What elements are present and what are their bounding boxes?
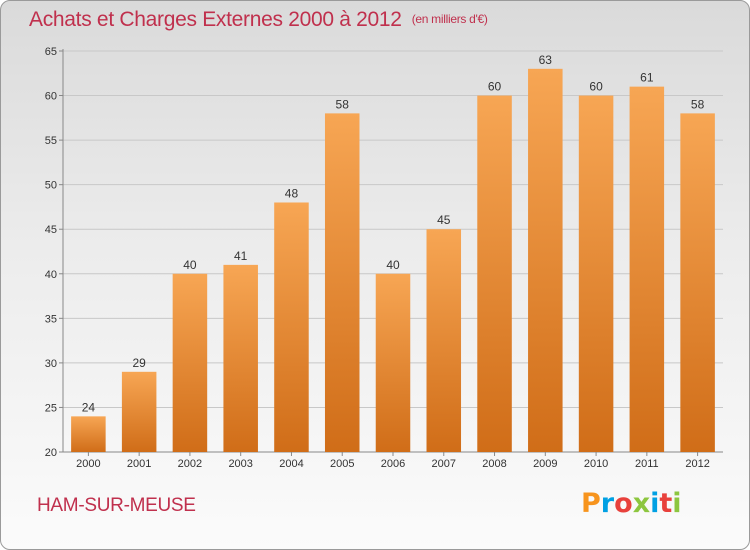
x-tick-label-2012: 2012 [685, 458, 709, 470]
x-tick-label-2002: 2002 [178, 458, 202, 470]
y-tick-label: 30 [45, 358, 57, 370]
bar-2010 [578, 95, 614, 452]
bar-2002 [172, 273, 208, 452]
y-tick-label: 40 [45, 269, 57, 281]
bars [71, 68, 715, 452]
proxiti-logo: Proxiti [581, 488, 691, 524]
bar-2001 [121, 371, 157, 452]
bar-2000 [71, 416, 106, 452]
x-tick-label-2005: 2005 [330, 458, 354, 470]
data-label-2010: 60 [589, 80, 603, 94]
data-label-2007: 45 [437, 213, 451, 227]
y-tick-label: 50 [45, 180, 57, 192]
bar-2003 [223, 264, 258, 452]
y-tick-label: 55 [45, 135, 57, 147]
logo-letter: i [672, 488, 682, 519]
chart-unit-label: (en milliers d'€) [411, 12, 488, 26]
logo-letter: i [650, 488, 660, 519]
x-tick-label-2007: 2007 [432, 458, 456, 470]
chart-title-text: Achats et Charges Externes 2000 à 2012 [29, 8, 402, 31]
x-tick-label-2008: 2008 [482, 458, 506, 470]
logo-letter: r [600, 488, 615, 519]
x-tick-label-2011: 2011 [635, 458, 659, 470]
commune-name: HAM-SUR-MEUSE [37, 495, 196, 516]
y-tick-label: 25 [45, 402, 57, 414]
data-label-2006: 40 [386, 258, 400, 272]
data-label-2003: 41 [234, 249, 248, 263]
data-labels: 24 29 40 41 48 58 40 45 60 63 60 61 58 [82, 53, 705, 415]
x-tick-label-2003: 2003 [228, 458, 252, 470]
data-label-2005: 58 [336, 97, 350, 111]
bar-2011 [629, 86, 665, 452]
data-label-2012: 58 [691, 97, 705, 111]
bar-2005 [324, 113, 360, 452]
logo-letter: P [581, 488, 601, 519]
y-tick-label: 20 [45, 447, 57, 459]
data-label-2000: 24 [82, 400, 96, 414]
data-label-2001: 29 [132, 356, 146, 370]
chart-title: Achats et Charges Externes 2000 à 2012 (e… [29, 8, 488, 32]
bar-2007 [426, 229, 462, 452]
x-tick-label-2004: 2004 [279, 458, 303, 470]
bar-2004 [274, 202, 309, 452]
logo-letter: x [632, 488, 651, 519]
bar-2006 [375, 273, 411, 452]
data-label-2002: 40 [183, 258, 197, 272]
bar-2009 [528, 68, 563, 452]
x-tick-label-2000: 2000 [76, 458, 100, 470]
data-label-2011: 61 [640, 71, 654, 85]
x-tick-label-2006: 2006 [381, 458, 405, 470]
bar-2008 [477, 95, 512, 452]
x-tick-label-2009: 2009 [533, 458, 557, 470]
data-label-2004: 48 [285, 186, 299, 200]
y-tick-label: 65 [45, 46, 57, 58]
y-tick-label: 45 [45, 224, 57, 236]
logo-letter: o [614, 488, 633, 519]
x-tick-label-2001: 2001 [127, 458, 151, 470]
logo-letter: t [659, 488, 673, 519]
y-tick-label: 35 [45, 313, 57, 325]
data-label-2009: 63 [539, 53, 553, 67]
x-tick-label-2010: 2010 [584, 458, 608, 470]
data-label-2008: 60 [488, 80, 502, 94]
bar-2012 [680, 113, 715, 452]
y-tick-label: 60 [45, 91, 57, 103]
